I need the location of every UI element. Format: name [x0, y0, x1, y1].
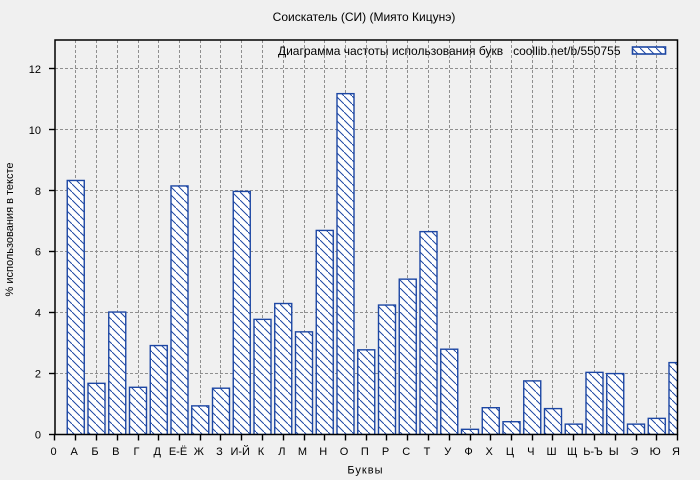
svg-text:Щ: Щ — [567, 446, 577, 458]
svg-text:Д: Д — [153, 446, 161, 458]
svg-text:Буквы: Буквы — [347, 465, 383, 477]
svg-text:Е-Ё: Е-Ё — [169, 446, 187, 458]
svg-text:Э: Э — [631, 446, 639, 458]
svg-text:Р: Р — [382, 446, 389, 458]
svg-text:Г: Г — [134, 446, 140, 458]
svg-text:О: О — [340, 446, 349, 458]
svg-text:В: В — [112, 446, 119, 458]
svg-text:С: С — [402, 446, 410, 458]
svg-text:И-Й: И-Й — [230, 445, 249, 458]
svg-text:Ч: Ч — [527, 446, 534, 458]
svg-text:12: 12 — [29, 64, 41, 76]
svg-text:Ш: Ш — [546, 446, 556, 458]
svg-text:Н: Н — [319, 446, 327, 458]
svg-text:Ы: Ы — [609, 446, 619, 458]
svg-text:Л: Л — [278, 446, 285, 458]
svg-text:Т: Т — [424, 446, 431, 458]
svg-text:Ж: Ж — [194, 446, 204, 458]
svg-text:2: 2 — [35, 369, 41, 381]
svg-text:Х: Х — [486, 446, 494, 458]
svg-text:Диаграмма частоты использовани: Диаграмма частоты использования букв coo… — [278, 44, 621, 58]
svg-text:Ю: Ю — [650, 446, 661, 458]
svg-text:К: К — [258, 446, 265, 458]
svg-text:Соискатель (СИ) (Миято Кицунэ): Соискатель (СИ) (Миято Кицунэ) — [273, 10, 456, 24]
svg-text:У: У — [444, 446, 452, 458]
svg-text:8: 8 — [35, 186, 41, 198]
svg-text:П: П — [361, 446, 369, 458]
svg-text:Б: Б — [91, 446, 98, 458]
svg-text:0: 0 — [50, 446, 56, 458]
svg-text:6: 6 — [35, 247, 41, 259]
svg-text:10: 10 — [29, 125, 41, 137]
svg-text:0: 0 — [35, 430, 41, 442]
svg-text:М: М — [298, 446, 307, 458]
svg-text:% использования в тексте: % использования в тексте — [4, 163, 16, 297]
svg-text:З: З — [216, 446, 223, 458]
svg-text:Ь-Ъ: Ь-Ъ — [583, 446, 603, 458]
svg-text:4: 4 — [35, 308, 41, 320]
svg-text:А: А — [71, 446, 79, 458]
svg-text:Ц: Ц — [506, 446, 514, 458]
svg-text:Ф: Ф — [464, 446, 472, 458]
svg-text:Я: Я — [672, 446, 680, 458]
